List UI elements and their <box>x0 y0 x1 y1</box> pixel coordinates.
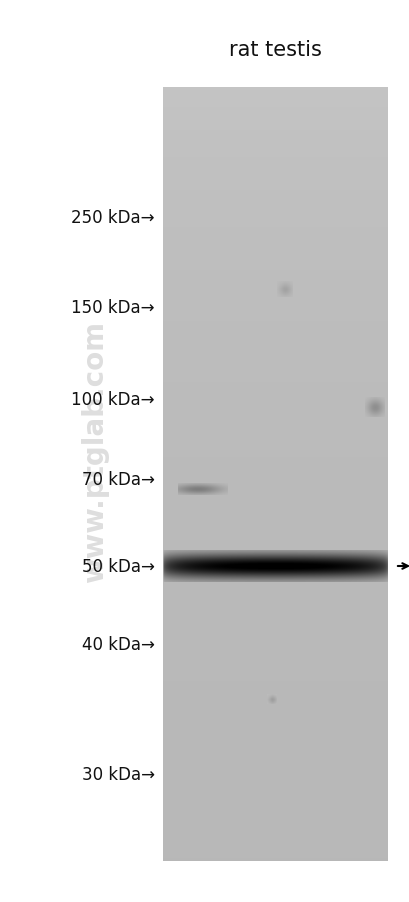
Text: 70 kDa→: 70 kDa→ <box>82 471 155 489</box>
Text: 30 kDa→: 30 kDa→ <box>82 765 155 783</box>
Text: www.ptglab.com: www.ptglab.com <box>81 320 109 582</box>
Text: 50 kDa→: 50 kDa→ <box>82 557 155 575</box>
Text: 100 kDa→: 100 kDa→ <box>71 391 155 409</box>
Text: 150 kDa→: 150 kDa→ <box>71 299 155 317</box>
Text: 40 kDa→: 40 kDa→ <box>82 635 155 653</box>
Text: 250 kDa→: 250 kDa→ <box>71 208 155 226</box>
Text: rat testis: rat testis <box>228 40 321 60</box>
